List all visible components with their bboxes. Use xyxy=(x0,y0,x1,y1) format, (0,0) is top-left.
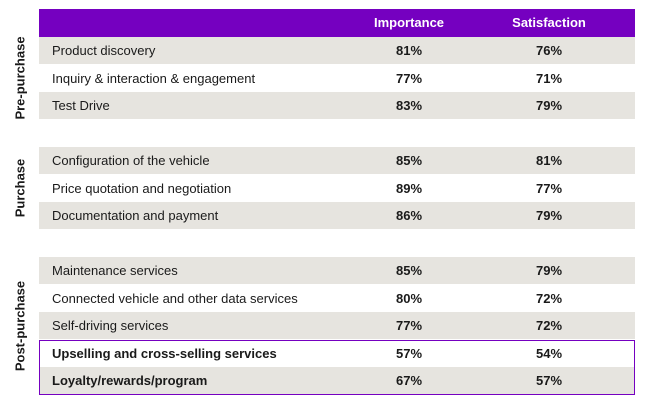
table-row: Connected vehicle and other data service… xyxy=(39,285,635,312)
row-label: Upselling and cross-selling services xyxy=(52,345,277,361)
satisfaction-value: 79% xyxy=(535,263,563,278)
row-label: Inquiry & interaction & engagement xyxy=(52,70,256,86)
satisfaction-value: 72% xyxy=(535,318,563,333)
table-row: Price quotation and negotiation 89% 77% xyxy=(39,175,635,202)
importance-value: 89% xyxy=(395,180,423,196)
row-label: Test Drive xyxy=(52,98,110,113)
group-label: Pre-purchase xyxy=(12,36,28,120)
row-label: Product discovery xyxy=(52,43,156,58)
table-header: Importance Satisfaction xyxy=(39,9,635,37)
importance-value: 85% xyxy=(395,263,423,278)
table-row: Inquiry & interaction & engagement 77% 71% xyxy=(39,65,635,92)
importance-value: 67% xyxy=(395,373,423,388)
importance-value: 86% xyxy=(395,208,423,223)
satisfaction-value: 79% xyxy=(535,98,563,113)
importance-value: 81% xyxy=(395,43,423,58)
table-row: Maintenance services 85% 79% xyxy=(39,257,635,284)
row-label: Maintenance services xyxy=(52,263,178,278)
satisfaction-value: 57% xyxy=(535,373,563,388)
satisfaction-value: 77% xyxy=(535,180,563,196)
satisfaction-value: 76% xyxy=(535,43,563,58)
table-row: Self-driving services 77% 72% xyxy=(39,312,635,339)
row-label: Configuration of the vehicle xyxy=(52,153,210,168)
table-row: Upselling and cross-selling services 57% 5… xyxy=(39,340,635,367)
table-row: Configuration of the vehicle 85% 81% xyxy=(39,147,635,174)
importance-value: 80% xyxy=(395,290,423,306)
row-label: Self-driving services xyxy=(52,318,169,333)
highlight-box xyxy=(39,340,635,395)
header-satisfaction: Satisfaction xyxy=(512,15,586,30)
importance-value: 77% xyxy=(395,70,423,86)
group-label: Purchase xyxy=(12,158,28,218)
row-label: Price quotation and negotiation xyxy=(52,180,232,196)
satisfaction-value: 71% xyxy=(535,70,563,86)
table-row: Test Drive 83% 79% xyxy=(39,92,635,119)
satisfaction-value: 54% xyxy=(535,345,563,361)
importance-value: 77% xyxy=(395,318,423,333)
table-row: Product discovery 81% 76% xyxy=(39,37,635,64)
row-label: Documentation and payment xyxy=(52,208,219,223)
table-row: Loyalty/rewards/program 67% 57% xyxy=(39,367,635,394)
satisfaction-value: 79% xyxy=(535,208,563,223)
row-label: Connected vehicle and other data service… xyxy=(52,290,298,306)
group-label: Post-purchase xyxy=(12,280,28,371)
table-row: Documentation and payment 86% 79% xyxy=(39,202,635,229)
row-label: Loyalty/rewards/program xyxy=(52,373,208,388)
importance-value: 57% xyxy=(395,345,423,361)
satisfaction-value: 81% xyxy=(535,153,563,168)
importance-value: 83% xyxy=(395,98,423,113)
satisfaction-value: 72% xyxy=(535,290,563,306)
header-importance: Importance xyxy=(373,15,445,30)
importance-value: 85% xyxy=(395,153,423,168)
